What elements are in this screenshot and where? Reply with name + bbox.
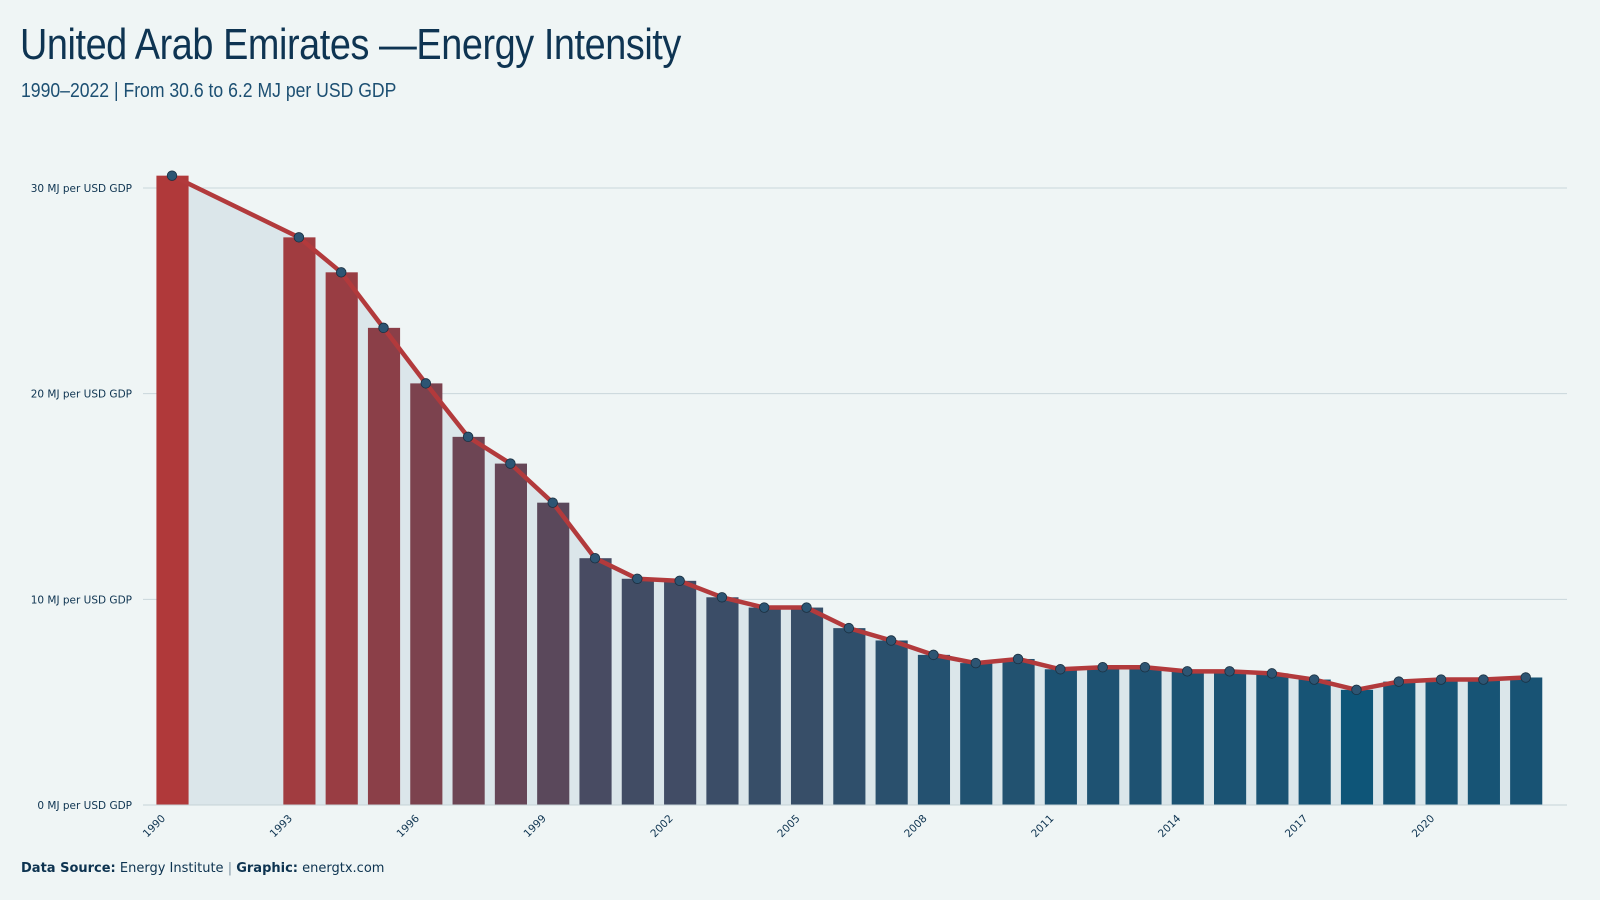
- bar-2016: [1256, 673, 1289, 805]
- x-tick-label: 1996: [395, 812, 423, 840]
- x-tick-label: 2005: [775, 813, 802, 840]
- point-2006: [843, 622, 855, 634]
- bar-1997: [452, 436, 485, 805]
- point-1994: [336, 267, 347, 278]
- bar-2007: [875, 640, 908, 805]
- bar-1996: [410, 383, 443, 805]
- y-tick-label: 20 MJ per USD GDP: [31, 389, 132, 401]
- bar-2006: [833, 628, 866, 805]
- bar-2020: [1425, 679, 1458, 805]
- bar-2002: [664, 580, 697, 805]
- point-2010: [1012, 653, 1024, 665]
- point-2000: [589, 553, 601, 564]
- bar-2008: [917, 654, 951, 805]
- bar-2019: [1383, 681, 1416, 805]
- point-2011: [1055, 664, 1066, 675]
- point-1999: [547, 497, 558, 508]
- bar-1990: [156, 175, 189, 805]
- point-2001: [632, 573, 643, 584]
- x-tick-label: 1990: [141, 813, 168, 840]
- point-2019: [1393, 676, 1404, 687]
- point-2017: [1308, 674, 1320, 685]
- point-2020: [1435, 674, 1447, 685]
- bar-2000: [579, 558, 612, 805]
- x-tick-label: 2011: [1029, 813, 1056, 840]
- point-2014: [1182, 666, 1193, 677]
- point-2003: [716, 592, 728, 603]
- y-tick-label: 30 MJ per USD GDP: [31, 183, 132, 195]
- bar-2004: [748, 607, 781, 805]
- bar-2010: [1002, 658, 1035, 805]
- bar-2005: [790, 607, 824, 805]
- point-1993: [293, 232, 305, 243]
- bar-2011: [1044, 669, 1077, 805]
- footer-credits: Data Source: Energy Institute | Graphic:…: [21, 861, 384, 876]
- graphic-value: energtx.com: [302, 861, 385, 876]
- bar-2017: [1298, 679, 1331, 805]
- x-tick-label: 2017: [1283, 813, 1310, 840]
- point-2008: [928, 649, 939, 661]
- x-tick-label: 2008: [902, 813, 929, 840]
- bar-2001: [621, 578, 654, 805]
- point-1996: [420, 378, 432, 389]
- point-2021: [1478, 674, 1489, 685]
- bar-1994: [325, 272, 358, 805]
- point-2022: [1520, 672, 1531, 683]
- point-1997: [462, 431, 474, 443]
- bar-2015: [1214, 671, 1247, 805]
- point-2002: [674, 575, 685, 587]
- point-2018: [1351, 684, 1362, 696]
- bar-1993: [283, 237, 316, 806]
- bar-2018: [1340, 689, 1374, 805]
- point-2013: [1139, 662, 1151, 673]
- point-2004: [759, 602, 770, 613]
- chart-title: United Arab Emirates —Energy Intensity: [20, 20, 681, 69]
- x-tick-label: 2002: [648, 813, 675, 840]
- point-2005: [801, 602, 812, 613]
- x-tick-label: 1993: [268, 813, 295, 840]
- bar-2013: [1129, 667, 1162, 805]
- point-1990: [166, 170, 178, 181]
- point-1995: [378, 322, 389, 334]
- bar-1998: [494, 463, 527, 805]
- point-1998: [505, 458, 516, 469]
- point-2012: [1097, 662, 1108, 673]
- graphic-label: Graphic:: [236, 861, 298, 876]
- bar-1999: [537, 502, 570, 805]
- footer-separator: |: [227, 861, 233, 876]
- point-2016: [1266, 668, 1278, 679]
- bar-2022: [1510, 677, 1543, 805]
- x-tick-label: 2020: [1410, 813, 1437, 840]
- bar-1995: [367, 327, 401, 805]
- y-tick-label: 0 MJ per USD GDP: [37, 800, 132, 812]
- bar-2021: [1467, 679, 1500, 805]
- bar-2014: [1171, 671, 1204, 805]
- x-tick-label: 1999: [521, 813, 548, 840]
- chart-subtitle: 1990–2022 | From 30.6 to 6.2 MJ per USD …: [21, 80, 397, 102]
- point-2009: [970, 657, 981, 669]
- bar-2009: [960, 663, 993, 805]
- bar-2012: [1087, 667, 1120, 805]
- source-label: Data Source:: [21, 861, 116, 876]
- y-tick-label: 10 MJ per USD GDP: [31, 594, 132, 606]
- x-tick-label: 2014: [1156, 812, 1184, 840]
- source-value: Energy Institute: [119, 861, 224, 876]
- point-2015: [1224, 666, 1235, 677]
- bar-2003: [706, 597, 739, 805]
- point-2007: [885, 635, 897, 646]
